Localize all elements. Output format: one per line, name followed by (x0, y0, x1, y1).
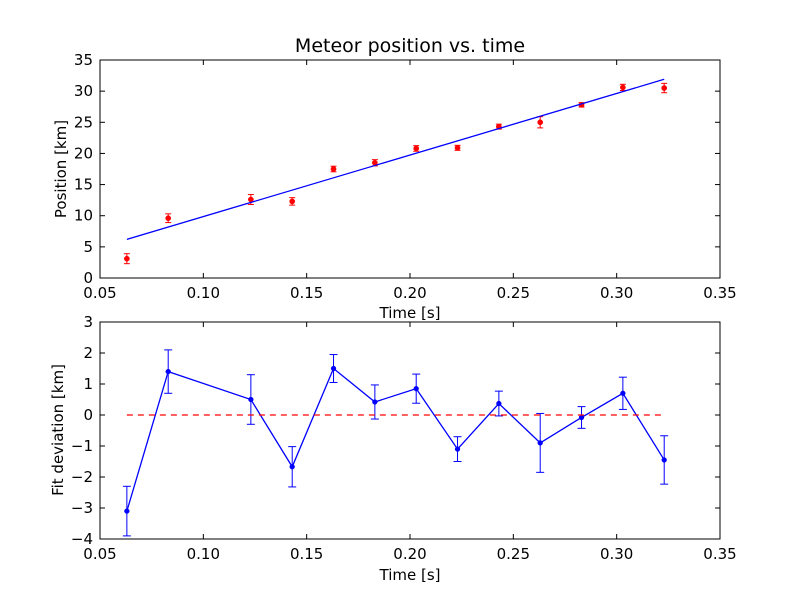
data-point (165, 215, 172, 222)
position-x-axis-label: Time [s] (379, 304, 441, 322)
deviation-y-axis-label: Fit deviation [km] (49, 364, 67, 496)
position-x-tick-label: 0.05 (83, 284, 116, 302)
position-y-tick-label: 5 (83, 238, 93, 256)
position-y-axis-label: Position [km] (52, 120, 70, 218)
position-x-tick-label: 0.10 (187, 284, 220, 302)
deviation-axes-frame (99, 321, 721, 540)
position-marks (123, 78, 668, 265)
data-point (454, 144, 461, 151)
position-y-tick-label: 35 (74, 51, 93, 69)
data-point (372, 399, 378, 405)
position-y-tick-label: 20 (74, 144, 93, 162)
deviation-x-tick-label: 0.25 (497, 545, 530, 563)
deviation-y-tick-label: −3 (71, 499, 93, 517)
deviation-x-tick-label: 0.10 (187, 545, 220, 563)
position-panel: Meteor position vs. time 0.05 0.10 0.15 0.2… (52, 35, 737, 322)
data-point (330, 166, 337, 172)
data-point (496, 400, 502, 407)
data-point (289, 198, 296, 205)
position-y-tick-label: 15 (74, 176, 93, 194)
data-point (454, 446, 461, 452)
position-x-tick-label: 0.30 (600, 284, 633, 302)
deviation-ticks: 0.05 0.10 0.15 0.20 0.25 0.30 0.35 3 2 1 0 −1 −2 −3 −4 (71, 313, 737, 563)
data-point (413, 386, 419, 392)
data-point (537, 440, 543, 446)
data-point (620, 390, 626, 396)
position-axes-frame (99, 59, 721, 279)
position-y-tick-label: 10 (74, 207, 93, 225)
deviation-x-tick-label: 0.15 (290, 545, 323, 563)
deviation-y-tick-label: 1 (83, 375, 93, 393)
data-point (578, 414, 585, 421)
data-point (124, 508, 130, 514)
deviation-x-tick-label: 0.05 (83, 545, 116, 563)
fit-line (126, 78, 665, 241)
deviation-y-tick-label: −4 (71, 530, 93, 548)
deviation-y-tick-label: −1 (71, 437, 93, 455)
data-point (248, 396, 254, 403)
position-ticks: 0.05 0.10 0.15 0.20 0.25 0.30 0.35 0 5 10 15 20 25 30… (74, 51, 737, 302)
deviation-x-tick-label: 0.30 (600, 545, 633, 563)
position-y-tick-label: 0 (83, 269, 93, 287)
data-point (537, 119, 544, 126)
data-point (661, 457, 667, 463)
deviation-x-tick-label: 0.35 (703, 545, 736, 563)
deviation-y-tick-label: −2 (71, 468, 93, 486)
data-point (661, 85, 668, 91)
deviation-y-tick-label: 2 (83, 344, 93, 362)
data-point (124, 255, 130, 262)
deviation-x-tick-label: 0.20 (393, 545, 426, 563)
position-y-tick-label: 25 (74, 113, 93, 131)
position-x-tick-label: 0.25 (497, 284, 530, 302)
chart-title: Meteor position vs. time (295, 35, 525, 57)
deviation-panel: 0.05 0.10 0.15 0.20 0.25 0.30 0.35 3 2 1 0 −1 −2 −3 −4… (49, 313, 737, 584)
data-point (165, 368, 171, 375)
position-x-tick-label: 0.20 (393, 284, 426, 302)
data-point (330, 365, 337, 372)
deviation-marks (122, 349, 669, 537)
data-point (620, 84, 626, 91)
deviation-x-axis-label: Time [s] (379, 566, 441, 584)
data-point (289, 464, 295, 470)
deviation-y-tick-label: 3 (83, 313, 93, 331)
data-point (413, 145, 420, 152)
position-x-tick-label: 0.15 (290, 284, 323, 302)
deviation-y-tick-label: 0 (83, 406, 93, 424)
position-x-tick-label: 0.35 (703, 284, 736, 302)
position-y-tick-label: 30 (74, 82, 93, 100)
